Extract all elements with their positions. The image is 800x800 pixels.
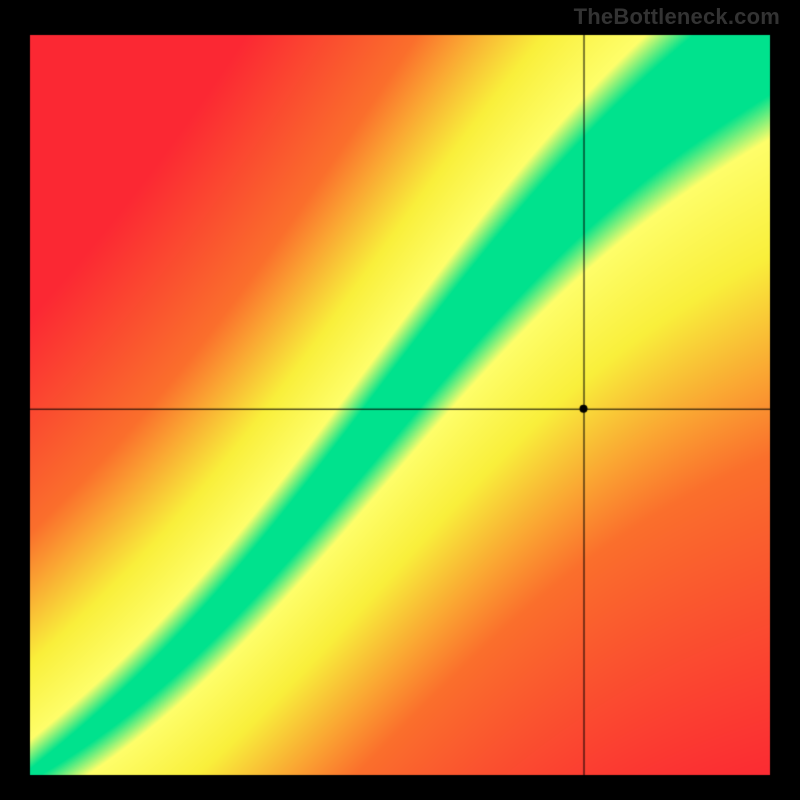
watermark-text: TheBottleneck.com [574,4,780,30]
bottleneck-heatmap [0,0,800,800]
chart-container: { "watermark": { "text": "TheBottleneck.… [0,0,800,800]
